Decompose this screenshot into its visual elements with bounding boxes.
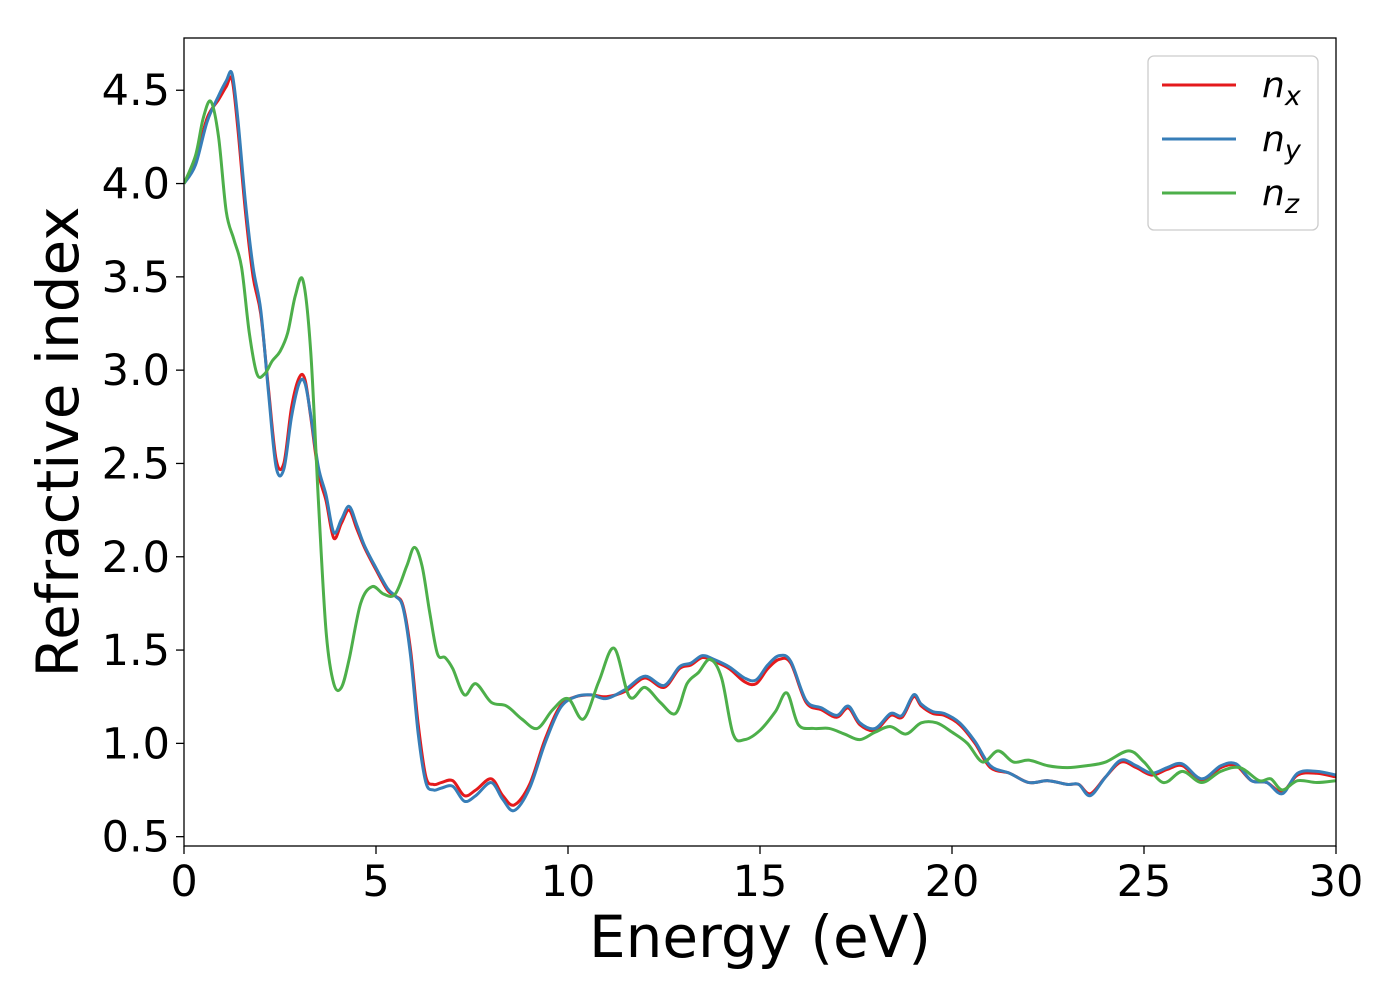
y-tick-label: 4.5 xyxy=(102,66,170,116)
y-tick-label: 3.5 xyxy=(102,253,170,303)
series-layer xyxy=(184,69,1336,813)
y-tick-label: 2.0 xyxy=(102,533,170,583)
legend-label-main: n xyxy=(1262,173,1285,214)
y-tick-label: 1.5 xyxy=(102,626,170,676)
x-tick-label: 0 xyxy=(170,857,197,907)
x-tick-label: 10 xyxy=(541,857,596,907)
y-tick-label: 2.5 xyxy=(102,439,170,489)
legend-label-subscript: z xyxy=(1284,189,1300,220)
x-tick-label: 15 xyxy=(733,857,788,907)
y-axis: 0.5 1.0 1.5 2.0 2.5 3.0 3.5 4.0 4.5 xyxy=(102,66,184,863)
legend-label-z: nz xyxy=(1262,173,1300,220)
legend-label-main: n xyxy=(1262,65,1285,106)
y-tick-label: 0.5 xyxy=(102,813,170,863)
x-tick-label: 25 xyxy=(1117,857,1172,907)
y-axis-title: Refractive index xyxy=(24,206,92,677)
legend-label-y: ny xyxy=(1262,119,1302,166)
legend-label-x: nx xyxy=(1262,65,1302,112)
legend-box xyxy=(1147,55,1319,231)
x-axis: 0 5 10 15 20 25 30 xyxy=(170,846,1363,907)
y-tick-label: 4.0 xyxy=(102,160,170,210)
legend-label-main: n xyxy=(1262,119,1285,160)
x-tick-label: 30 xyxy=(1309,857,1364,907)
x-axis-title: Energy (eV) xyxy=(589,903,931,971)
y-tick-label: 3.0 xyxy=(102,346,170,396)
series-line-y xyxy=(184,69,1336,813)
series-line-z xyxy=(184,99,1336,792)
y-tick-label: 1.0 xyxy=(102,719,170,769)
legend-label-subscript: x xyxy=(1284,81,1302,112)
x-tick-label: 5 xyxy=(362,857,389,907)
legend-label-subscript: y xyxy=(1284,135,1302,166)
x-tick-label: 20 xyxy=(925,857,980,907)
